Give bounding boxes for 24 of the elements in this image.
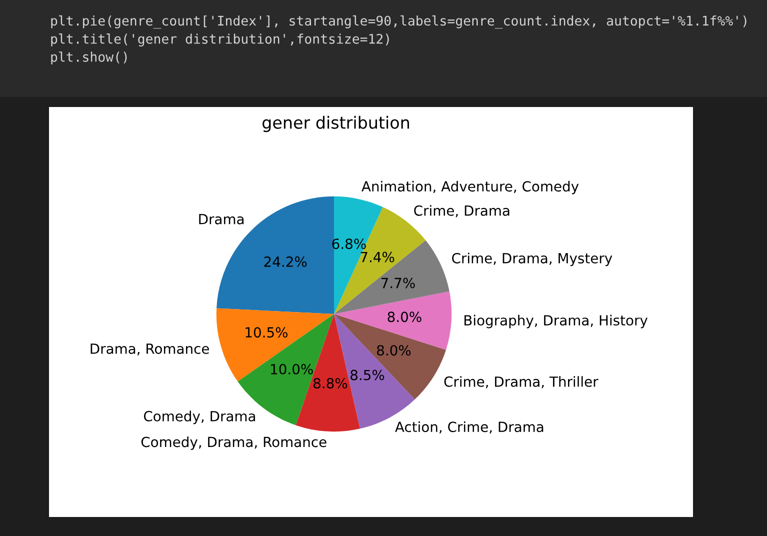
text: plt.show() <box>51 52 127 64</box>
slice-label: Animation, Adventure, Comedy <box>362 180 579 194</box>
slice-label: Crime, Drama, Mystery <box>452 252 612 266</box>
slice-label: Action, Crime, Drama <box>395 421 544 434</box>
data-label: 7.4% <box>360 252 394 262</box>
text: plt.title('gener distribution',fontsize=12) <box>51 34 389 46</box>
slice-label: Comedy, Drama, Romance <box>141 436 326 450</box>
data-label: 24.2% <box>264 256 307 267</box>
slice-label: Drama, Romance <box>90 344 209 356</box>
slice-label: Crime, Drama, Thriller <box>444 376 598 388</box>
slice-label: Crime, Drama <box>414 205 510 218</box>
data-label: 10.0% <box>271 364 313 374</box>
chart-title: gener distribution <box>262 116 409 132</box>
slice-label: Comedy, Drama <box>144 410 255 424</box>
text: plt.pie(genre_count['Index'], startangle=90,labels=genre_count.index, autopct='%1.1f%%') <box>51 15 746 29</box>
slice-label: Biography, Drama, History <box>464 314 648 328</box>
slice-label: Drama <box>199 214 244 224</box>
data-label: 8.0% <box>377 345 411 356</box>
data-label: 8.5% <box>350 370 384 380</box>
data-label: 10.5% <box>246 327 288 338</box>
data-label: 6.8% <box>332 238 366 250</box>
data-label: 8.8% <box>314 378 348 388</box>
data-label: 8.0% <box>388 312 422 322</box>
data-label: 7.7% <box>381 278 415 288</box>
